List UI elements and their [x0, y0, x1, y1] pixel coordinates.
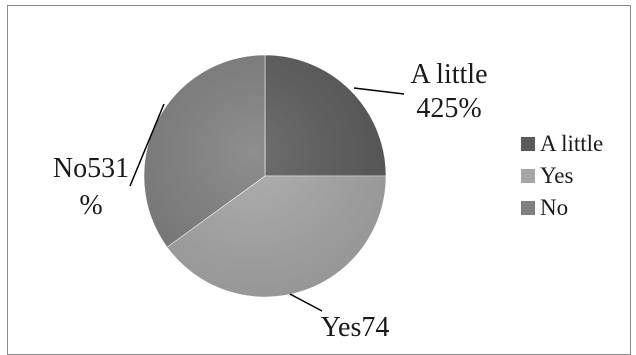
- legend-label-no: No: [540, 195, 568, 220]
- leader-line-a-little: [353, 87, 405, 95]
- data-label-no: No531: [53, 153, 129, 184]
- data-label-yes: Yes74: [321, 312, 390, 343]
- legend-label-a-little: A little: [540, 131, 603, 156]
- data-label-no-percent: %: [79, 190, 102, 221]
- legend-swatch-yes: [521, 169, 535, 183]
- legend-label-yes: Yes: [540, 163, 574, 188]
- data-label-a-little-percent: 425%: [416, 93, 481, 124]
- legend-swatch-a-little: [521, 137, 535, 151]
- legend: A little Yes No: [521, 131, 603, 220]
- leader-line-no: [129, 103, 165, 187]
- pie-chart: A little 425% No531 % Yes74 A little Yes…: [53, 54, 603, 343]
- data-label-a-little: A little: [411, 59, 488, 90]
- legend-swatch-no: [521, 201, 535, 215]
- pie-slice-a-little: [264, 54, 387, 177]
- leader-line-yes: [289, 293, 323, 312]
